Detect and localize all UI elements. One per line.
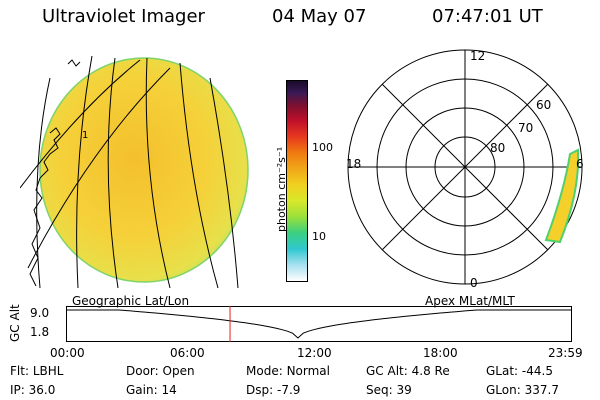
lat-label-60: 60 bbox=[536, 98, 551, 112]
colorbar-unit: photon cm⁻²s⁻¹ bbox=[275, 146, 288, 232]
altitude-curve bbox=[66, 309, 572, 339]
colorbar-tick-10: 10 bbox=[312, 230, 326, 243]
mlt-label-top: 12 bbox=[470, 49, 485, 63]
status-glon: GLon: 337.7 bbox=[486, 383, 559, 397]
status-seq: Seq: 39 bbox=[366, 383, 412, 397]
lat-label-80: 80 bbox=[490, 141, 505, 155]
date-label: 04 May 07 bbox=[272, 6, 367, 27]
status-ip: IP: 36.0 bbox=[10, 383, 56, 397]
orbit-ytick-high: 9.0 bbox=[30, 306, 50, 320]
status-gain: Gain: 14 bbox=[126, 383, 177, 397]
status-gc-alt: GC Alt: 4.8 Re bbox=[366, 364, 450, 378]
status-door: Door: Open bbox=[126, 364, 195, 378]
orbit-xtick-0: 00:00 bbox=[50, 346, 85, 360]
lat-label-70: 70 bbox=[518, 121, 533, 135]
orbit-xtick-2: 12:00 bbox=[297, 346, 332, 360]
mlt-label-right: 6 bbox=[576, 157, 584, 171]
orbit-altitude-plot bbox=[66, 306, 572, 342]
polar-emission-patch bbox=[544, 148, 580, 244]
orbit-xtick-3: 18:00 bbox=[423, 346, 458, 360]
svg-text:1: 1 bbox=[82, 130, 88, 141]
orbit-right-title: Apex MLat/MLT bbox=[425, 294, 515, 308]
time-label: 07:47:01 UT bbox=[432, 6, 543, 27]
orbit-axis-label: GC Alt bbox=[8, 304, 22, 342]
mlt-label-left: 18 bbox=[346, 157, 361, 171]
mlt-label-bottom: 0 bbox=[470, 276, 478, 290]
polar-plot: 12 18 6 0 60 70 80 bbox=[346, 49, 584, 290]
status-flt: Flt: LBHL bbox=[10, 364, 64, 378]
orbit-ytick-low: 1.8 bbox=[30, 325, 50, 339]
orbit-xtick-4: 23:59 bbox=[548, 346, 583, 360]
geographic-image-panel: 1 bbox=[20, 55, 249, 288]
status-mode: Mode: Normal bbox=[246, 364, 330, 378]
colorbar-tick-100: 100 bbox=[312, 141, 333, 154]
status-glat: GLat: -44.5 bbox=[486, 364, 553, 378]
uv-emission-disk bbox=[39, 57, 249, 283]
orbit-left-title: Geographic Lat/Lon bbox=[72, 294, 190, 308]
instrument-title: Ultraviolet Imager bbox=[42, 6, 205, 27]
status-dsp: Dsp: -7.9 bbox=[246, 383, 301, 397]
orbit-xtick-1: 06:00 bbox=[170, 346, 205, 360]
colorbar bbox=[286, 80, 308, 282]
